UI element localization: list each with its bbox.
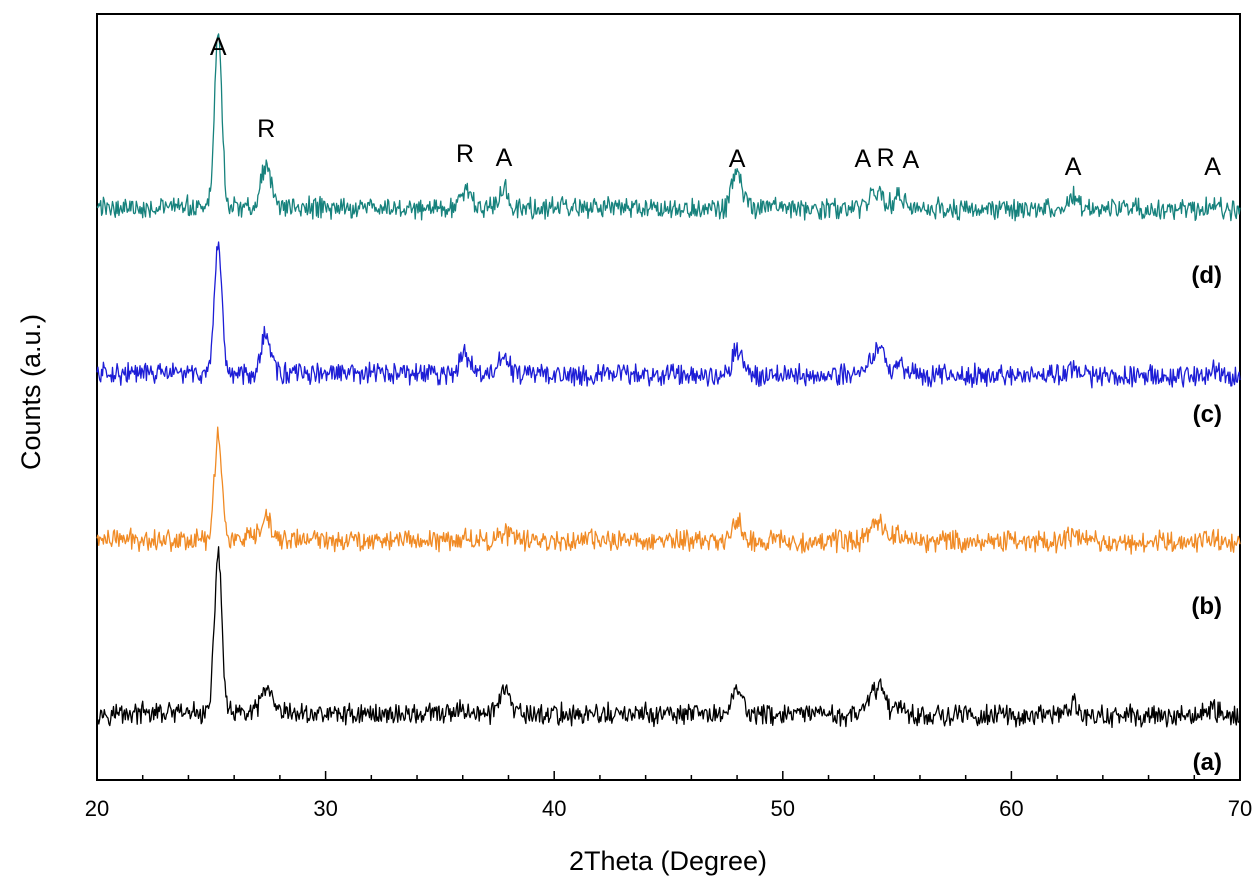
curve-label-a: (a) — [1193, 749, 1222, 776]
curve-label-b: (b) — [1191, 593, 1222, 620]
curve-label-d: (d) — [1191, 262, 1222, 289]
x-tick-label: 30 — [313, 796, 337, 821]
phase-labels: ARR A A A R A A A — [210, 33, 1221, 181]
plot-frame — [96, 13, 1241, 781]
phase-label-A: A — [1204, 153, 1221, 181]
x-axis-title: 2Theta (Degree) — [569, 846, 767, 876]
x-tick-label: 70 — [1228, 796, 1252, 821]
phase-label-A: A — [210, 33, 227, 61]
series-line-c — [96, 241, 1241, 389]
x-tick-label: 40 — [542, 796, 566, 821]
phase-label-R: R — [877, 144, 895, 172]
series-line-d — [96, 33, 1241, 222]
phase-label-A: A — [1065, 153, 1082, 181]
x-axis-ticks: 20 30 40 50 60 70 — [85, 771, 1252, 821]
curve-label-c: (c) — [1193, 401, 1222, 428]
phase-label-A: A — [729, 145, 746, 173]
x-tick-label: 60 — [999, 796, 1023, 821]
x-tick-label: 20 — [85, 796, 109, 821]
phase-label-A: A — [496, 144, 513, 172]
phase-label-R: R — [456, 140, 474, 168]
phase-label-R: R — [257, 115, 275, 143]
phase-label-A: A — [854, 145, 871, 173]
curve-labels: (a) (b) (c) (d) — [1191, 262, 1222, 776]
y-axis-title: Counts (a.u.) — [16, 314, 46, 470]
series-line-b — [96, 426, 1241, 555]
phase-label-A: A — [902, 146, 919, 174]
x-tick-label: 50 — [771, 796, 795, 821]
series-line-a — [96, 546, 1241, 729]
series-layer — [96, 33, 1241, 729]
